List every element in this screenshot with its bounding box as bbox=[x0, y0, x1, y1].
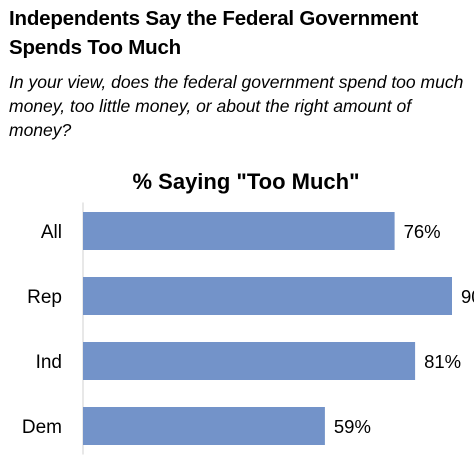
category-label-rep: Rep bbox=[27, 287, 62, 308]
bar-all bbox=[83, 212, 395, 250]
category-label-all: All bbox=[41, 222, 62, 243]
bar-dem bbox=[83, 407, 325, 445]
value-label-all: 76% bbox=[404, 221, 441, 242]
value-label-dem: 59% bbox=[334, 416, 371, 437]
page-title: Independents Say the Federal Government … bbox=[9, 7, 419, 59]
bar-rep bbox=[83, 277, 452, 315]
value-label-ind: 81% bbox=[424, 351, 461, 372]
chart-title: % Saying "Too Much" bbox=[132, 169, 360, 194]
survey-question: In your view, does the federal governmen… bbox=[9, 72, 464, 140]
labels-group: All 76% Rep 90% Ind 81% Dem 59% bbox=[22, 221, 474, 438]
bar-ind bbox=[83, 342, 416, 380]
bars-group bbox=[83, 212, 452, 445]
category-label-ind: Ind bbox=[36, 352, 62, 373]
value-label-rep: 90% bbox=[461, 286, 474, 307]
category-label-dem: Dem bbox=[22, 417, 62, 438]
